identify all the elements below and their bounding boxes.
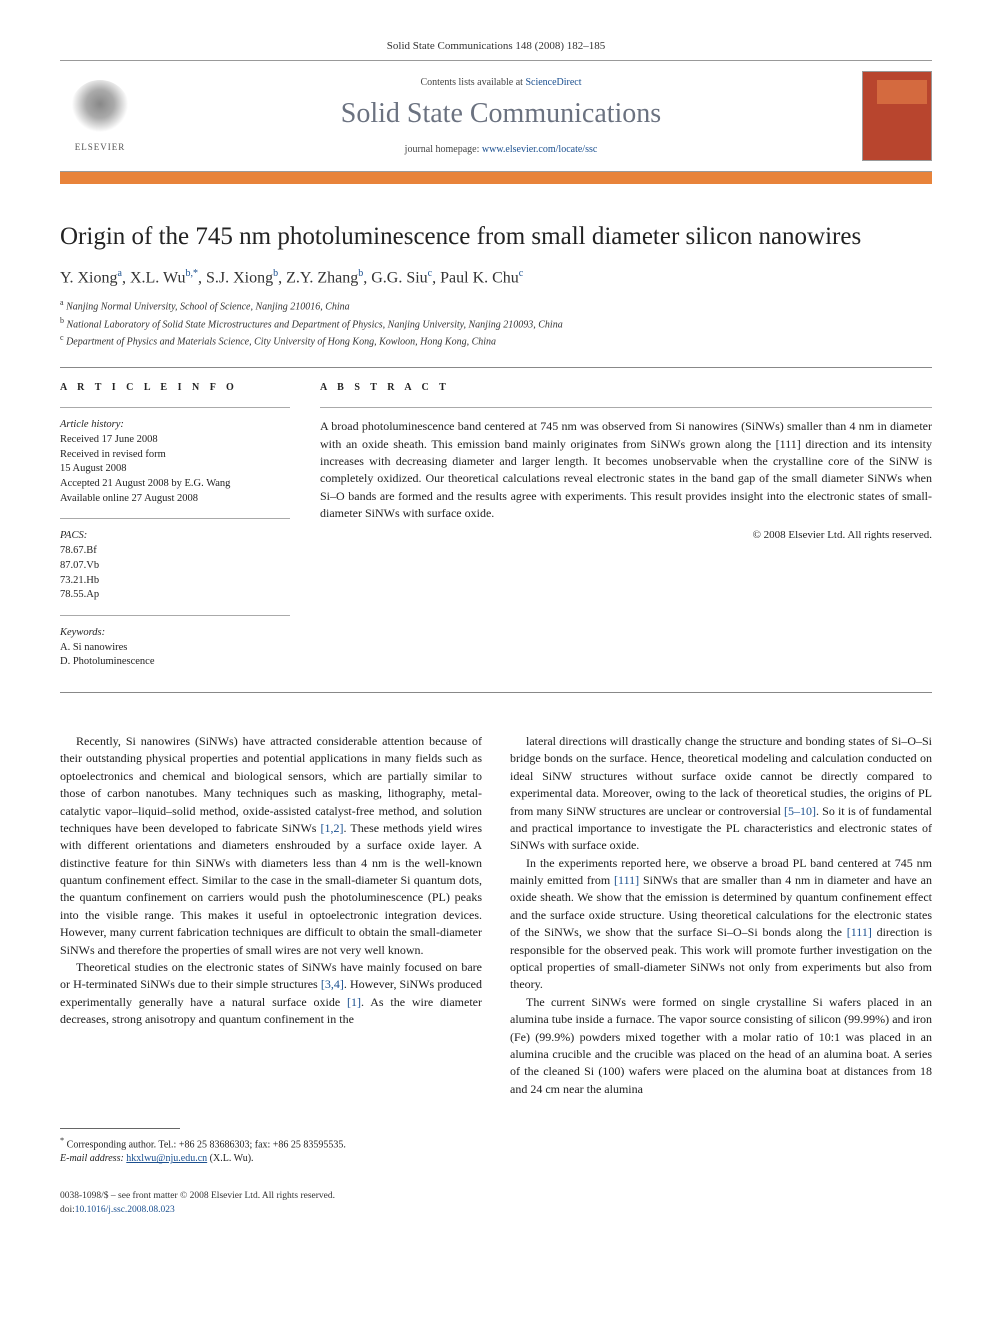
info-divider — [60, 615, 290, 616]
pacs-line: 78.55.Ap — [60, 588, 290, 603]
email-label: E-mail address: — [60, 1153, 124, 1164]
doi-link[interactable]: 10.1016/j.ssc.2008.08.023 — [75, 1205, 175, 1215]
history-line: Received 17 June 2008 — [60, 433, 290, 448]
citation-line: Solid State Communications 148 (2008) 18… — [60, 40, 932, 52]
homepage-link[interactable]: www.elsevier.com/locate/ssc — [482, 144, 597, 155]
affiliation-line: b National Laboratory of Solid State Mic… — [60, 315, 932, 332]
article-history-block: Article history: Received 17 June 2008Re… — [60, 418, 290, 506]
affiliation-line: c Department of Physics and Materials Sc… — [60, 332, 932, 349]
history-line: 15 August 2008 — [60, 462, 290, 477]
keyword-line: D. Photoluminescence — [60, 655, 290, 670]
orange-divider-bar — [60, 172, 932, 184]
pacs-block: PACS: 78.67.Bf87.07.Vb73.21.Hb78.55.Ap — [60, 529, 290, 602]
journal-banner: ELSEVIER Contents lists available at Sci… — [60, 60, 932, 172]
pacs-line: 78.67.Bf — [60, 544, 290, 559]
history-line: Available online 27 August 2008 — [60, 492, 290, 507]
history-label: Article history: — [60, 418, 290, 433]
pacs-line: 87.07.Vb — [60, 559, 290, 574]
info-divider — [60, 407, 290, 408]
corr-author-text: Corresponding author. Tel.: +86 25 83686… — [67, 1139, 346, 1150]
abstract-text: A broad photoluminescence band centered … — [320, 418, 932, 522]
affiliations-block: a Nanjing Normal University, School of S… — [60, 297, 932, 349]
authors-line: Y. Xionga, X.L. Wub,*, S.J. Xiongb, Z.Y.… — [60, 268, 932, 287]
body-right-column: lateral directions will drastically chan… — [510, 733, 932, 1098]
journal-name: Solid State Communications — [140, 98, 862, 130]
footer-copyright: 0038-1098/$ – see front matter © 2008 El… — [60, 1190, 932, 1203]
footnote-separator — [60, 1128, 180, 1129]
keywords-block: Keywords: A. Si nanowiresD. Photolumines… — [60, 626, 290, 670]
corresponding-author-footnote: * Corresponding author. Tel.: +86 25 836… — [60, 1135, 932, 1166]
abstract-copyright: © 2008 Elsevier Ltd. All rights reserved… — [320, 529, 932, 541]
pacs-label: PACS: — [60, 529, 290, 544]
body-columns: Recently, Si nanowires (SiNWs) have attr… — [60, 733, 932, 1098]
body-paragraph: In the experiments reported here, we obs… — [510, 855, 932, 994]
info-divider — [60, 518, 290, 519]
history-line: Received in revised form — [60, 448, 290, 463]
elsevier-tree-icon — [70, 80, 130, 140]
abstract-divider — [320, 407, 932, 408]
body-paragraph: The current SiNWs were formed on single … — [510, 994, 932, 1098]
body-paragraph: Recently, Si nanowires (SiNWs) have attr… — [60, 733, 482, 959]
body-paragraph: Theoretical studies on the electronic st… — [60, 959, 482, 1029]
keywords-label: Keywords: — [60, 626, 290, 641]
article-info-column: A R T I C L E I N F O Article history: R… — [60, 382, 290, 682]
corr-email-link[interactable]: hkxlwu@nju.edu.cn — [126, 1153, 207, 1164]
elsevier-label: ELSEVIER — [75, 142, 126, 152]
abstract-heading: A B S T R A C T — [320, 382, 932, 393]
article-title: Origin of the 745 nm photoluminescence f… — [60, 222, 932, 252]
page-footer: 0038-1098/$ – see front matter © 2008 El… — [60, 1190, 932, 1217]
doi-label: doi: — [60, 1205, 75, 1215]
elsevier-logo: ELSEVIER — [60, 71, 140, 161]
email-suffix: (X.L. Wu). — [210, 1153, 254, 1164]
history-line: Accepted 21 August 2008 by E.G. Wang — [60, 477, 290, 492]
contents-prefix: Contents lists available at — [420, 77, 525, 88]
contents-available-line: Contents lists available at ScienceDirec… — [140, 77, 862, 88]
top-divider — [60, 367, 932, 368]
abstract-column: A B S T R A C T A broad photoluminescenc… — [320, 382, 932, 682]
keyword-line: A. Si nanowires — [60, 641, 290, 656]
affiliation-line: a Nanjing Normal University, School of S… — [60, 297, 932, 314]
body-paragraph: lateral directions will drastically chan… — [510, 733, 932, 855]
mid-divider — [60, 692, 932, 693]
sciencedirect-link[interactable]: ScienceDirect — [525, 77, 581, 88]
homepage-prefix: journal homepage: — [405, 144, 482, 155]
body-left-column: Recently, Si nanowires (SiNWs) have attr… — [60, 733, 482, 1098]
journal-cover-thumbnail — [862, 71, 932, 161]
homepage-line: journal homepage: www.elsevier.com/locat… — [140, 144, 862, 155]
article-info-heading: A R T I C L E I N F O — [60, 382, 290, 393]
pacs-line: 73.21.Hb — [60, 574, 290, 589]
